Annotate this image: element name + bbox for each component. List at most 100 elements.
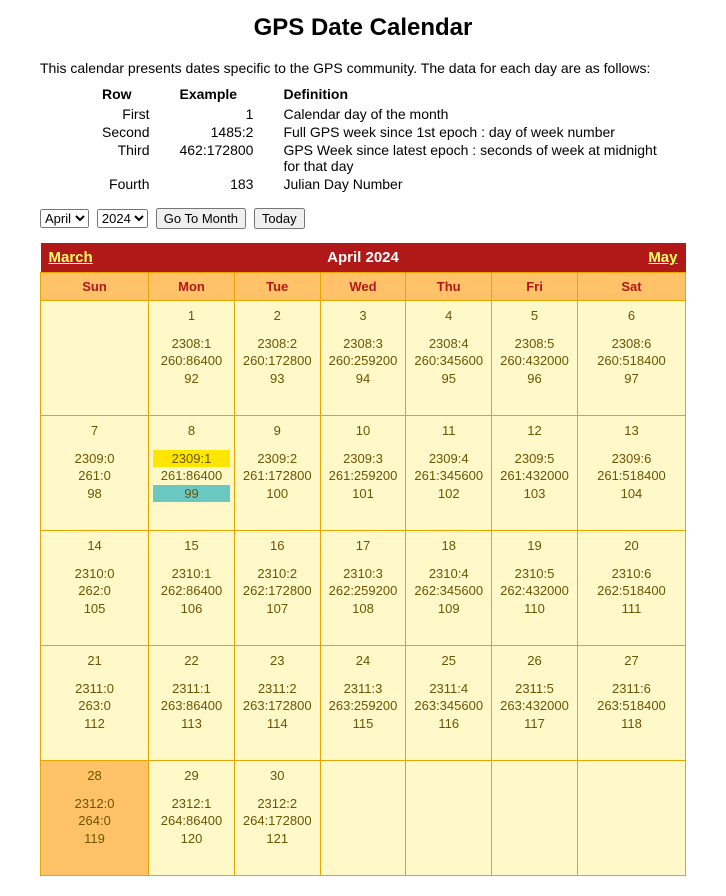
legend-row-definition: GPS Week since latest epoch : seconds of… (271, 142, 686, 176)
julian-day: 99 (153, 485, 230, 503)
calendar-day-cell: 62308:6260:51840097 (577, 301, 685, 416)
epoch-seconds: 262:518400 (582, 582, 681, 600)
calendar-day-cell: 192310:5262:432000110 (492, 531, 578, 646)
epoch-seconds: 264:86400 (153, 812, 230, 830)
calendar-empty-cell (406, 761, 492, 876)
epoch-seconds: 260:518400 (582, 352, 681, 370)
calendar-day-cell: 182310:4262:345600109 (406, 531, 492, 646)
epoch-seconds: 263:518400 (582, 697, 681, 715)
julian-day: 118 (582, 715, 681, 733)
calendar-week-row: 142310:0262:0105152310:1262:864001061623… (41, 531, 686, 646)
calendar-title: April 2024 (149, 243, 578, 273)
legend-row: Third462:172800GPS Week since latest epo… (90, 142, 686, 176)
full-gps-week: 2311:3 (325, 680, 402, 698)
calendar-day-cell: 222311:1263:86400113 (149, 646, 235, 761)
full-gps-week: 2309:2 (239, 450, 316, 468)
day-data-block: 2309:2261:172800100 (239, 450, 316, 503)
day-data-block: 2308:6260:51840097 (582, 335, 681, 388)
legend-row-label: First (90, 106, 167, 124)
day-number: 2 (239, 307, 316, 325)
legend-table: Row Example Definition First1Calendar da… (90, 86, 686, 194)
day-number: 11 (410, 422, 487, 440)
day-data-block: 2312:0264:0119 (45, 795, 144, 848)
epoch-seconds: 263:259200 (325, 697, 402, 715)
day-data-block: 2309:1261:8640099 (153, 450, 230, 503)
calendar-week-row: 282312:0264:0119292312:1264:864001203023… (41, 761, 686, 876)
legend-row-example: 462:172800 (167, 142, 271, 176)
day-data-block: 2311:2263:172800114 (239, 680, 316, 733)
day-data-block: 2310:6262:518400111 (582, 565, 681, 618)
julian-day: 96 (496, 370, 573, 388)
dow-header: Sat (577, 273, 685, 301)
full-gps-week: 2309:0 (45, 450, 144, 468)
julian-day: 102 (410, 485, 487, 503)
calendar-day-cell: 272311:6263:518400118 (577, 646, 685, 761)
day-data-block: 2312:2264:172800121 (239, 795, 316, 848)
julian-day: 104 (582, 485, 681, 503)
day-data-block: 2310:4262:345600109 (410, 565, 487, 618)
epoch-seconds: 262:172800 (239, 582, 316, 600)
legend-row-definition: Calendar day of the month (271, 106, 686, 124)
epoch-seconds: 264:0 (45, 812, 144, 830)
legend-header-example: Example (167, 86, 271, 106)
julian-day: 98 (45, 485, 144, 503)
full-gps-week: 2310:0 (45, 565, 144, 583)
day-number: 3 (325, 307, 402, 325)
calendar-day-cell: 152310:1262:86400106 (149, 531, 235, 646)
day-number: 19 (496, 537, 573, 555)
day-number: 27 (582, 652, 681, 670)
epoch-seconds: 263:0 (45, 697, 144, 715)
prev-month-link[interactable]: March (49, 249, 93, 266)
go-to-month-button[interactable]: Go To Month (156, 208, 246, 229)
epoch-seconds: 262:0 (45, 582, 144, 600)
calendar-day-cell: 112309:4261:345600102 (406, 416, 492, 531)
calendar-empty-cell (41, 301, 149, 416)
calendar-empty-cell (320, 761, 406, 876)
julian-day: 114 (239, 715, 316, 733)
calendar-day-cell: 292312:1264:86400120 (149, 761, 235, 876)
legend-row-example: 183 (167, 176, 271, 194)
dow-header: Thu (406, 273, 492, 301)
julian-day: 101 (325, 485, 402, 503)
legend-row: Second1485:2Full GPS week since 1st epoc… (90, 124, 686, 142)
full-gps-week: 2308:6 (582, 335, 681, 353)
julian-day: 120 (153, 830, 230, 848)
next-month-link[interactable]: May (648, 249, 677, 266)
epoch-seconds: 261:432000 (496, 467, 573, 485)
dow-header: Sun (41, 273, 149, 301)
year-select[interactable]: 2024 (97, 209, 148, 228)
calendar-day-cell: 172310:3262:259200108 (320, 531, 406, 646)
calendar-week-row: 72309:0261:09882309:1261:864009992309:22… (41, 416, 686, 531)
full-gps-week: 2310:3 (325, 565, 402, 583)
dow-header: Wed (320, 273, 406, 301)
julian-day: 110 (496, 600, 573, 618)
day-number: 10 (325, 422, 402, 440)
legend-row: Fourth183Julian Day Number (90, 176, 686, 194)
month-select[interactable]: April (40, 209, 89, 228)
calendar-day-cell: 242311:3263:259200115 (320, 646, 406, 761)
legend-row-label: Fourth (90, 176, 167, 194)
legend-header-definition: Definition (271, 86, 686, 106)
epoch-seconds: 261:345600 (410, 467, 487, 485)
dow-header: Tue (234, 273, 320, 301)
calendar-day-cell: 232311:2263:172800114 (234, 646, 320, 761)
epoch-seconds: 264:172800 (239, 812, 316, 830)
full-gps-week: 2311:5 (496, 680, 573, 698)
day-data-block: 2309:0261:098 (45, 450, 144, 503)
day-number: 24 (325, 652, 402, 670)
full-gps-week: 2309:3 (325, 450, 402, 468)
epoch-seconds: 261:0 (45, 467, 144, 485)
day-data-block: 2310:2262:172800107 (239, 565, 316, 618)
today-button[interactable]: Today (254, 208, 305, 229)
day-number: 9 (239, 422, 316, 440)
epoch-seconds: 261:172800 (239, 467, 316, 485)
epoch-seconds: 260:172800 (239, 352, 316, 370)
julian-day: 100 (239, 485, 316, 503)
day-data-block: 2311:1263:86400113 (153, 680, 230, 733)
epoch-seconds: 261:518400 (582, 467, 681, 485)
day-data-block: 2308:3260:25920094 (325, 335, 402, 388)
day-number: 17 (325, 537, 402, 555)
day-data-block: 2308:4260:34560095 (410, 335, 487, 388)
julian-day: 119 (45, 830, 144, 848)
epoch-seconds: 261:259200 (325, 467, 402, 485)
